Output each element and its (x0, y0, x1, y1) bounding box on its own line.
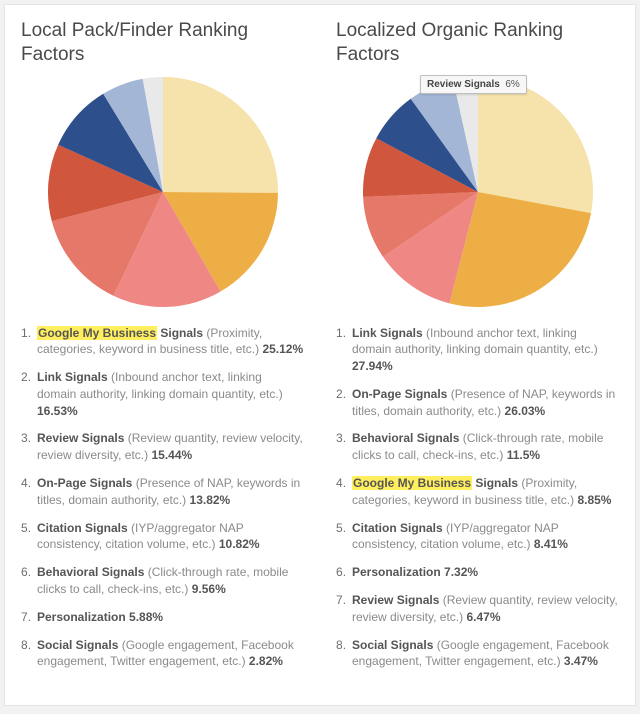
factor-pct: 2.82% (249, 654, 283, 668)
factor-item: On-Page Signals (Presence of NAP, keywor… (21, 475, 304, 509)
right-column: Localized Organic Ranking Factors Review… (320, 5, 635, 705)
tooltip-label: Review Signals (427, 79, 500, 90)
factor-name: Social Signals (37, 638, 118, 652)
left-pie-chart[interactable] (48, 77, 278, 307)
factor-name: On-Page Signals (352, 387, 447, 401)
factor-item: Personalization 7.32% (336, 564, 619, 581)
factor-name: Social Signals (352, 638, 433, 652)
factor-item: Link Signals (Inbound anchor text, linki… (336, 325, 619, 375)
right-chart-wrap: Review Signals 6% (336, 77, 619, 307)
factor-name: Behavioral Signals (352, 431, 459, 445)
factor-item: Review Signals (Review quantity, review … (336, 592, 619, 626)
pie-slice[interactable] (163, 77, 278, 193)
factor-pct: 8.41% (534, 537, 568, 551)
left-chart-wrap (21, 77, 304, 307)
factor-item: Social Signals (Google engagement, Faceb… (21, 637, 304, 671)
factor-name: Citation Signals (37, 521, 128, 535)
factor-name: Behavioral Signals (37, 565, 144, 579)
highlight-text: Google My Business (37, 326, 157, 340)
chart-tooltip: Review Signals 6% (420, 75, 527, 94)
left-column: Local Pack/Finder Ranking Factors Google… (5, 5, 320, 705)
factor-name: Citation Signals (352, 521, 443, 535)
factor-pct: 10.82% (219, 537, 260, 551)
right-chart-title: Localized Organic Ranking Factors (336, 19, 619, 67)
factor-pct: 13.82% (190, 493, 231, 507)
factor-name: Personalization (352, 565, 441, 579)
factor-pct: 3.47% (564, 654, 598, 668)
factor-pct: 6.47% (466, 610, 500, 624)
factor-name: Google My Business Signals (352, 476, 518, 490)
factor-item: Google My Business Signals (Proximity, c… (336, 475, 619, 509)
factor-pct: 5.88% (129, 610, 163, 624)
factor-pct: 27.94% (352, 359, 393, 373)
factor-item: On-Page Signals (Presence of NAP, keywor… (336, 386, 619, 420)
factor-name: Review Signals (37, 431, 124, 445)
factor-item: Citation Signals (IYP/aggregator NAP con… (336, 520, 619, 554)
right-factor-list: Link Signals (Inbound anchor text, linki… (336, 325, 619, 682)
factor-pct: 15.44% (151, 448, 192, 462)
factor-item: Personalization 5.88% (21, 609, 304, 626)
factor-item: Behavioral Signals (Click-through rate, … (336, 430, 619, 464)
factor-item: Social Signals (Google engagement, Faceb… (336, 637, 619, 671)
factor-name: Google My Business Signals (37, 326, 203, 340)
left-chart-title: Local Pack/Finder Ranking Factors (21, 19, 304, 67)
factor-name: Link Signals (37, 370, 108, 384)
factor-pct: 25.12% (262, 342, 303, 356)
factor-item: Google My Business Signals (Proximity, c… (21, 325, 304, 359)
factor-item: Behavioral Signals (Click-through rate, … (21, 564, 304, 598)
factor-item: Review Signals (Review quantity, review … (21, 430, 304, 464)
factor-pct: 7.32% (444, 565, 478, 579)
factor-name: Review Signals (352, 593, 439, 607)
factor-item: Link Signals (Inbound anchor text, linki… (21, 369, 304, 419)
factor-item: Citation Signals (IYP/aggregator NAP con… (21, 520, 304, 554)
factor-name: Personalization (37, 610, 126, 624)
left-factor-list: Google My Business Signals (Proximity, c… (21, 325, 304, 682)
factor-pct: 9.56% (192, 582, 226, 596)
tooltip-value: 6% (505, 79, 519, 90)
comparison-container: Local Pack/Finder Ranking Factors Google… (4, 4, 636, 706)
right-pie-chart[interactable] (363, 77, 593, 307)
pie-slice[interactable] (478, 77, 593, 213)
highlight-text: Google My Business (352, 476, 472, 490)
factor-pct: 8.85% (577, 493, 611, 507)
factor-pct: 26.03% (505, 404, 546, 418)
factor-name: On-Page Signals (37, 476, 132, 490)
factor-pct: 16.53% (37, 404, 78, 418)
factor-pct: 11.5% (507, 448, 540, 462)
factor-name: Link Signals (352, 326, 423, 340)
